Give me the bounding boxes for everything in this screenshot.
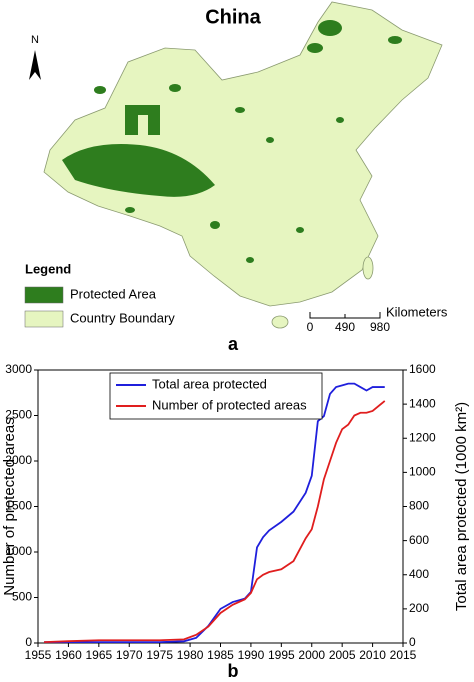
- y2-tick-label: 800: [409, 499, 429, 513]
- x-tick-label: 1965: [85, 648, 112, 662]
- map: China N Legend Kilometers a: [25, 1, 448, 354]
- scale-unit: Kilometers: [386, 304, 448, 319]
- y2-tick-label: 400: [409, 567, 429, 581]
- scale-bar: [309, 312, 381, 319]
- taiwan: [362, 256, 374, 280]
- protected-patch: [125, 207, 135, 213]
- x-tick-label: 1995: [268, 648, 295, 662]
- y2-tick-label: 600: [409, 533, 429, 547]
- y2-tick-label: 1000: [409, 465, 436, 479]
- protected-areas: [62, 20, 402, 263]
- protected-patch: [235, 107, 245, 113]
- x-tick-label: 2005: [329, 648, 356, 662]
- y-tick-label: 0: [25, 635, 32, 649]
- protected-patch: [318, 20, 342, 36]
- y2-tick-label: 200: [409, 601, 429, 615]
- protected-patch: [210, 221, 220, 229]
- x-tick-label: 1980: [177, 648, 204, 662]
- x-tick-label: 2000: [298, 648, 325, 662]
- y2-axis-label: Total area protected (1000 km²): [453, 402, 470, 611]
- protected-patch: [296, 227, 304, 233]
- legend-swatch: [24, 286, 64, 304]
- y-axis-label: Number of protected areas: [1, 417, 18, 595]
- scale-tick-label: 980: [370, 320, 390, 334]
- x-tick-label: 1975: [146, 648, 173, 662]
- x-tick-label: 1970: [116, 648, 143, 662]
- protected-patch: [169, 84, 181, 92]
- y-tick-label: 1000: [5, 544, 32, 558]
- x-tick-label: 1955: [25, 648, 52, 662]
- country-shape: [43, 1, 443, 307]
- scale-tick-label: 0: [307, 320, 314, 334]
- legend-label: Number of protected areas: [152, 397, 307, 412]
- protected-patch: [62, 144, 215, 197]
- protected-patch: [246, 257, 254, 263]
- protected-patch: [94, 86, 106, 94]
- protected-patch: [336, 117, 344, 123]
- y-tick-label: 2000: [5, 453, 32, 467]
- legend-label: Country Boundary: [70, 310, 175, 325]
- protected-patch: [266, 137, 274, 143]
- scale-tick-label: 490: [335, 320, 355, 334]
- legend-box: [109, 372, 323, 420]
- y2-tick-label: 1600: [409, 362, 436, 376]
- legend-label: Total area protected: [152, 376, 267, 391]
- x-tick-label: 1985: [207, 648, 234, 662]
- protected-patch: [125, 105, 160, 135]
- panel-label: b: [228, 661, 239, 681]
- y2-tick-label: 1200: [409, 430, 436, 444]
- x-tick-label: 2010: [359, 648, 386, 662]
- north-label: N: [31, 34, 39, 46]
- y-tick-label: 500: [12, 590, 32, 604]
- series-line: [44, 400, 386, 643]
- series-line: [44, 382, 385, 644]
- x-tick-label: 2015: [390, 648, 417, 662]
- legend-swatch: [24, 310, 64, 328]
- x-tick-label: 1990: [238, 648, 265, 662]
- y2-tick-label: 1400: [409, 396, 436, 410]
- y2-tick-label: 0: [409, 635, 416, 649]
- hainan: [271, 315, 289, 329]
- y-tick-label: 1500: [5, 499, 32, 513]
- x-tick-label: 1960: [55, 648, 82, 662]
- north-arrow: [29, 50, 41, 80]
- protected-patch: [307, 43, 323, 53]
- y-tick-label: 3000: [5, 362, 32, 376]
- map-title: China: [205, 6, 261, 28]
- protected-patch: [388, 36, 402, 44]
- legend-label: Protected Area: [70, 286, 157, 301]
- y-tick-label: 2500: [5, 408, 32, 422]
- legend-title: Legend: [25, 261, 71, 276]
- panel-label: a: [228, 334, 239, 354]
